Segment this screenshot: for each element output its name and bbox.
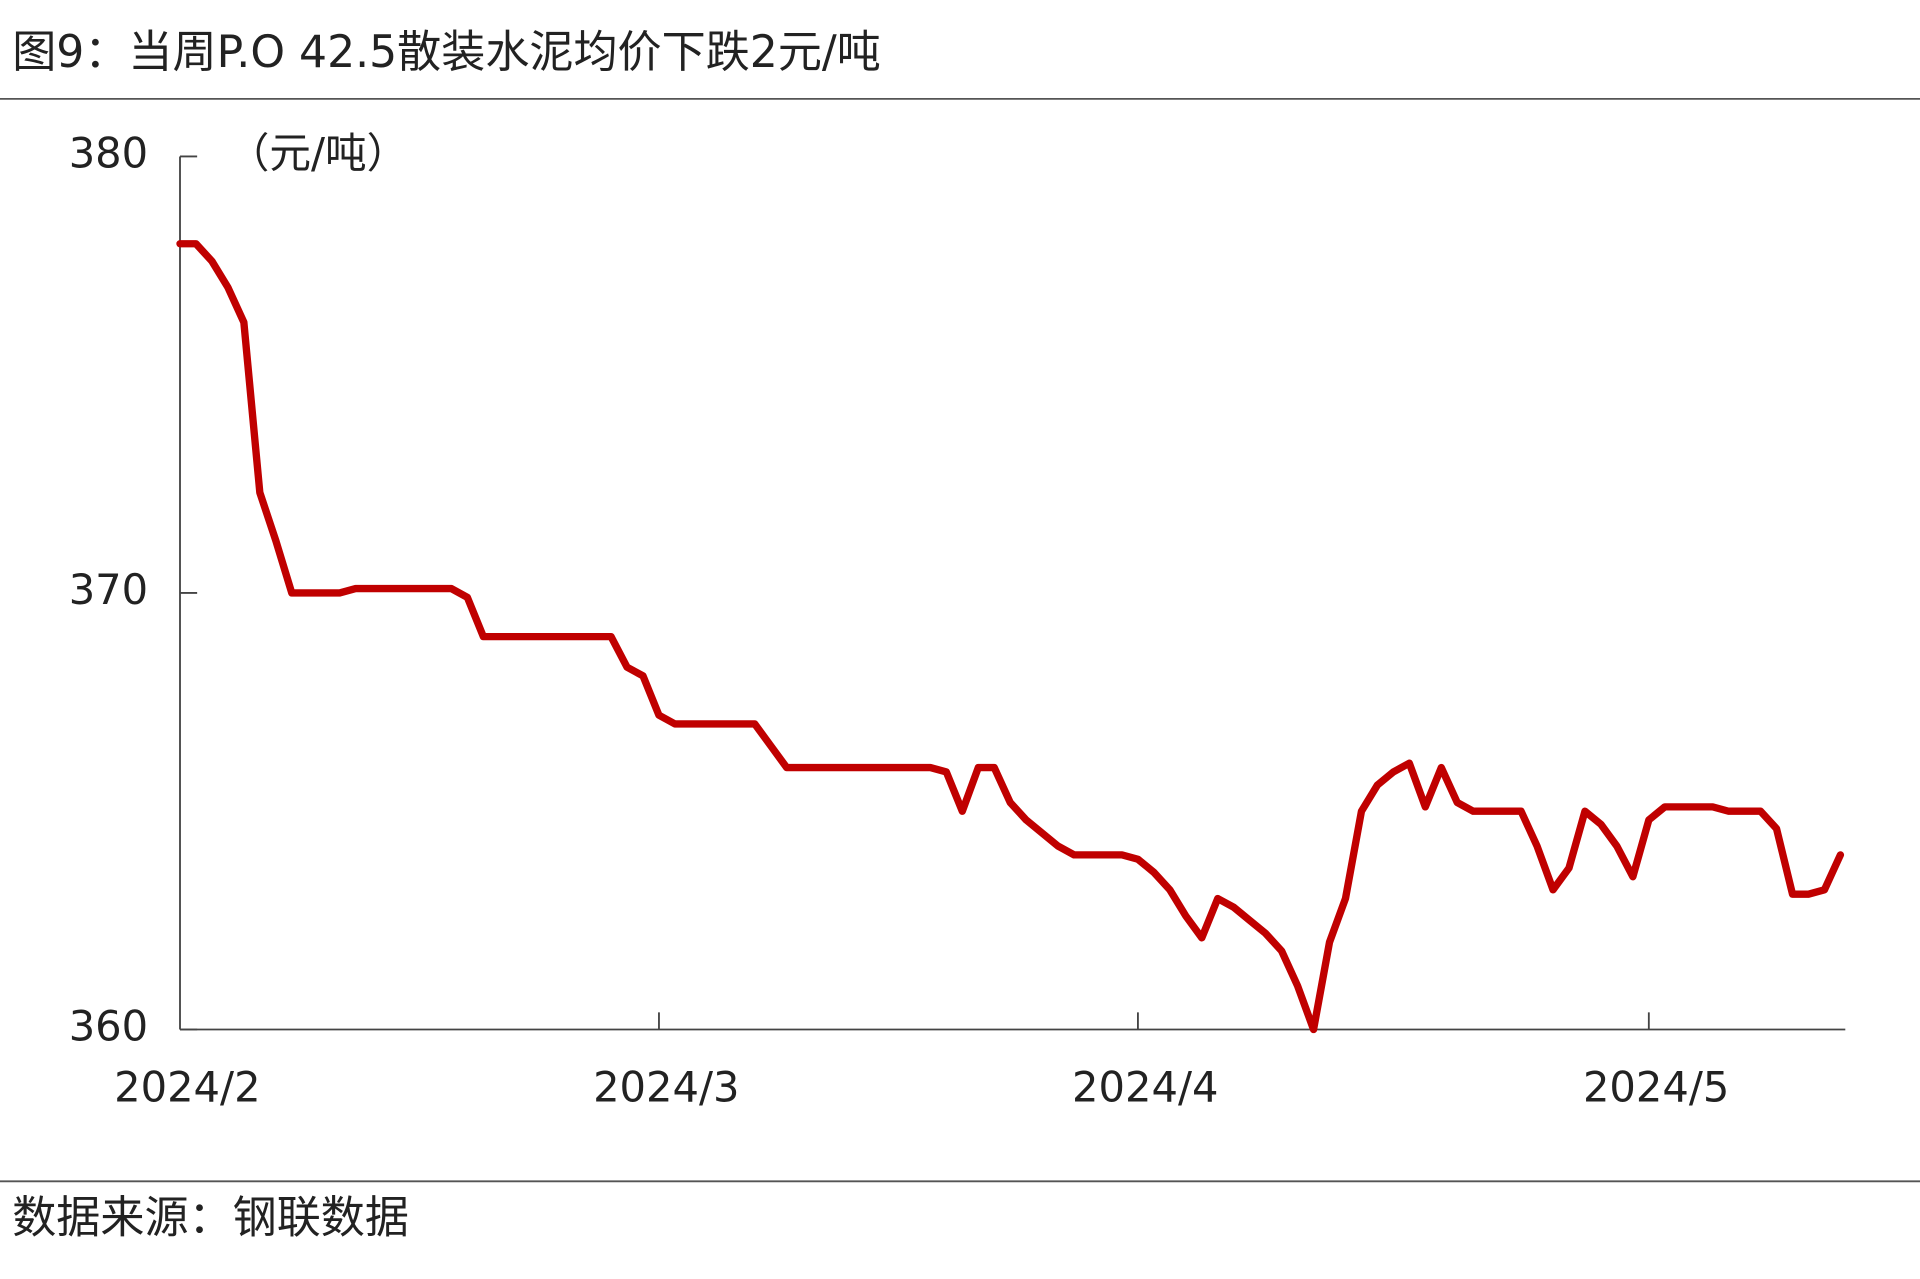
y-axis-label: （元/吨） (228, 128, 409, 177)
x-tick-label: 2024/3 (593, 1063, 739, 1112)
y-tick-label: 380 (69, 128, 148, 177)
line-series (176, 240, 1845, 1034)
x-tick-label: 2024/4 (1072, 1063, 1218, 1112)
y-tick-label: 360 (69, 1001, 148, 1050)
y-tick-label: 370 (69, 565, 148, 614)
x-tick-label: 2024/2 (114, 1063, 260, 1112)
chart-title: 图9：当周P.O 42.5散装水泥均价下跌2元/吨 (12, 27, 881, 78)
source: 数据来源：钢联数据 (12, 1193, 409, 1244)
x-tick-label: 2024/5 (1583, 1063, 1729, 1112)
